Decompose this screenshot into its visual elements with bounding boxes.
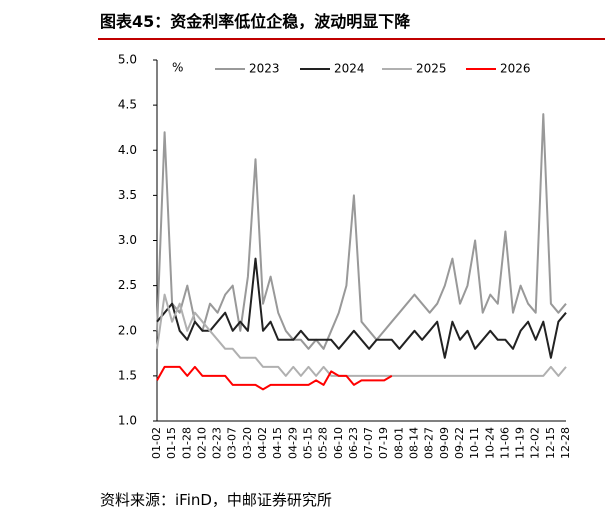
x-tick-label: 08-27 [423, 427, 436, 459]
x-tick-label: 04-29 [286, 427, 299, 459]
legend-label: 2025 [416, 62, 447, 76]
x-tick-label: 08-14 [408, 427, 421, 459]
x-tick-label: 10-24 [483, 427, 496, 459]
legend-label: 2026 [500, 62, 531, 76]
y-tick-label: 3.0 [118, 233, 137, 247]
x-tick-label: 06-10 [332, 427, 345, 459]
x-tick-label: 07-19 [377, 427, 390, 459]
x-tick-label: 01-02 [150, 427, 163, 459]
legend-label: 2024 [334, 62, 365, 76]
unit-label: % [172, 61, 183, 75]
x-tick-label: 02-23 [211, 427, 224, 459]
series-line [156, 293, 567, 377]
x-tick-label: 12-02 [529, 427, 542, 459]
y-tick-label: 2.5 [118, 278, 137, 292]
x-tick-label: 08-01 [392, 427, 405, 459]
y-tick-label: 4.5 [118, 98, 137, 112]
series-line [156, 365, 393, 391]
x-tick-label: 09-09 [438, 427, 451, 459]
y-tick-label: 1.5 [118, 368, 137, 382]
x-tick-label: 04-15 [271, 427, 284, 459]
series-line [156, 113, 567, 350]
x-tick-label: 12-15 [544, 427, 557, 459]
series-line [156, 257, 567, 359]
x-tick-label: 03-20 [241, 427, 254, 459]
x-tick-label: 01-28 [180, 427, 193, 459]
x-tick-label: 11-19 [514, 427, 527, 459]
x-tick-label: 04-02 [256, 427, 269, 459]
x-tick-label: 10-11 [468, 427, 481, 459]
x-tick-label: 07-07 [362, 427, 375, 459]
y-tick-label: 1.0 [118, 414, 137, 428]
y-tick-label: 4.0 [118, 143, 137, 157]
title: 图表45：资金利率低位企稳，波动明显下降 [100, 12, 411, 31]
y-tick-label: 2.0 [118, 323, 137, 337]
x-tick-label: 01-15 [165, 427, 178, 459]
title-rule [98, 38, 605, 40]
legend-label: 2023 [249, 62, 280, 76]
y-tick-label: 5.0 [118, 53, 137, 67]
x-tick-label: 05-28 [317, 427, 330, 459]
x-tick-label: 12-28 [559, 427, 572, 459]
source: 资料来源：iFinD，中邮证券研究所 [100, 491, 332, 509]
x-tick-label: 06-23 [347, 427, 360, 459]
x-tick-label: 09-22 [453, 427, 466, 459]
chart: % 1.01.52.02.53.03.54.04.55.001-02 01-15 0… [118, 53, 572, 459]
x-tick-label: 02-10 [195, 427, 208, 459]
x-tick-label: 05-15 [301, 427, 314, 459]
y-tick-label: 3.5 [118, 188, 137, 202]
x-tick-label: 03-07 [226, 427, 239, 459]
x-tick-label: 11-06 [498, 427, 511, 459]
